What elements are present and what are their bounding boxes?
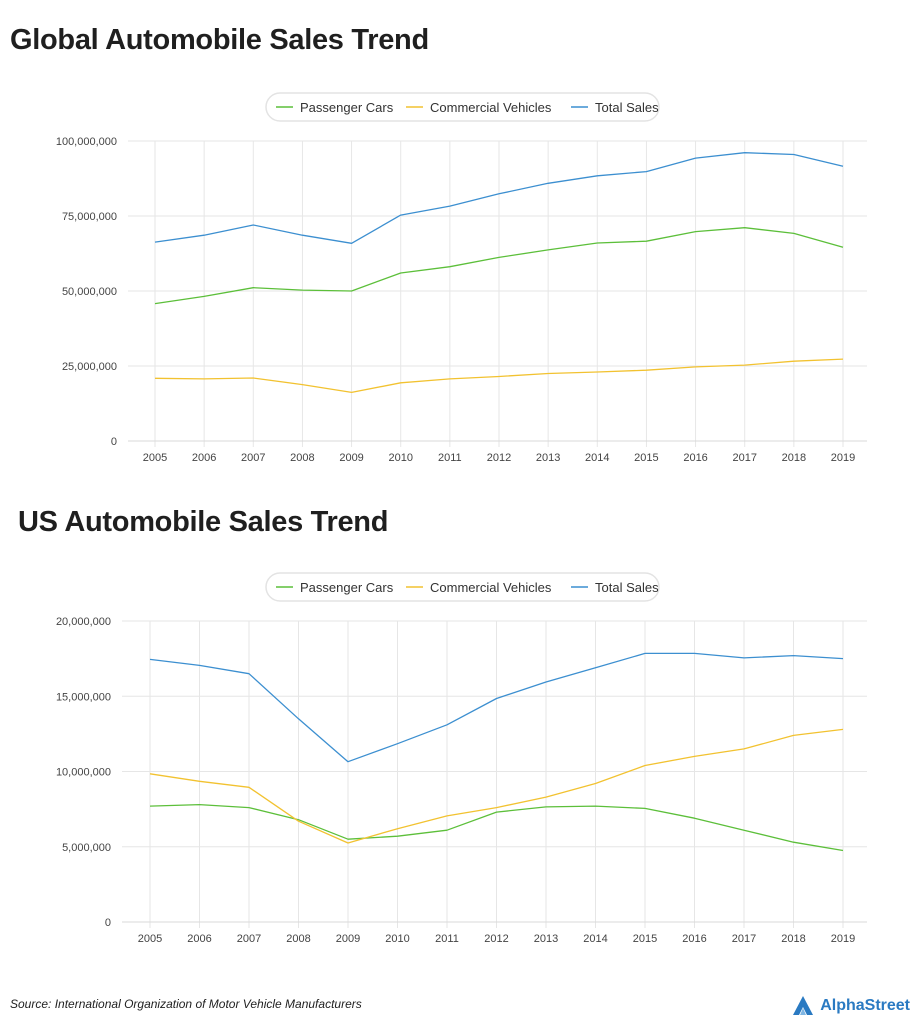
x-tick-label: 2013 [536,452,560,464]
grid [128,140,867,447]
x-tick-label: 2014 [583,933,607,945]
y-tick-label: 75,000,000 [62,211,117,223]
x-tick-label: 2013 [534,933,558,945]
legend-label: Passenger Cars [300,100,394,115]
y-tick-label: 0 [111,436,117,448]
x-tick-label: 2010 [388,452,412,464]
x-tick-label: 2012 [487,452,511,464]
y-tick-label: 10,000,000 [56,767,111,779]
x-tick-label: 2017 [732,452,756,464]
legend-box [265,572,660,602]
chart-title-us: US Automobile Sales Trend [18,506,389,538]
x-tick-label: 2018 [782,452,806,464]
y-tick-label: 5,000,000 [62,842,111,854]
x-tick-label: 2009 [336,933,360,945]
x-tick-label: 2019 [831,933,855,945]
y-tick-label: 50,000,000 [62,286,117,298]
x-tick-label: 2017 [732,933,756,945]
x-tick-label: 2015 [634,452,658,464]
x-tick-label: 2005 [143,452,167,464]
x-tick-label: 2006 [192,452,216,464]
legend-label: Total Sales [595,100,659,115]
series-line-commercial-vehicles [149,728,844,844]
x-tick-label: 2007 [237,933,261,945]
x-tick-label: 2005 [138,933,162,945]
series-line-passenger-cars [154,227,844,305]
x-tick-label: 2016 [683,452,707,464]
series-line-commercial-vehicles [154,358,844,394]
x-tick-label: 2008 [290,452,314,464]
legend-label: Total Sales [595,580,659,595]
chart-title-global: Global Automobile Sales Trend [10,24,429,56]
x-tick-label: 2015 [633,933,657,945]
chart-us: Passenger Cars Commercial Vehicles Total S… [56,572,867,945]
y-tick-label: 15,000,000 [56,691,111,703]
x-tick-label: 2016 [682,933,706,945]
chart-global: Passenger Cars Commercial Vehicles Total S… [56,92,867,464]
x-tick-label: 2014 [585,452,609,464]
source-note: Source: International Organization of Mo… [10,997,362,1011]
legend-label: Passenger Cars [300,580,394,595]
y-tick-label: 25,000,000 [62,361,117,373]
y-tick-label: 0 [105,917,111,929]
series-line-passenger-cars [149,803,844,852]
brand-logo[interactable]: AlphaStreet [792,995,910,1017]
legend-label: Commercial Vehicles [430,580,552,595]
x-tick-label: 2010 [385,933,409,945]
x-tick-label: 2019 [831,452,855,464]
y-tick-label: 100,000,000 [56,136,117,148]
legend: Passenger Cars Commercial Vehicles Total S… [265,572,660,602]
brand-name: AlphaStreet [820,997,910,1014]
x-tick-label: 2011 [438,452,462,464]
x-tick-label: 2011 [435,933,459,945]
x-tick-label: 2009 [339,452,363,464]
series-line-total-sales [149,652,844,763]
legend: Passenger Cars Commercial Vehicles Total S… [265,92,660,122]
x-tick-label: 2007 [241,452,265,464]
x-tick-label: 2006 [187,933,211,945]
y-tick-label: 20,000,000 [56,616,111,628]
alphastreet-logo-icon [793,996,814,1015]
legend-box [265,92,660,122]
x-tick-label: 2008 [286,933,310,945]
x-tick-label: 2018 [781,933,805,945]
legend-label: Commercial Vehicles [430,100,552,115]
x-tick-label: 2012 [484,933,508,945]
series-line-total-sales [154,152,844,244]
grid [122,620,867,928]
